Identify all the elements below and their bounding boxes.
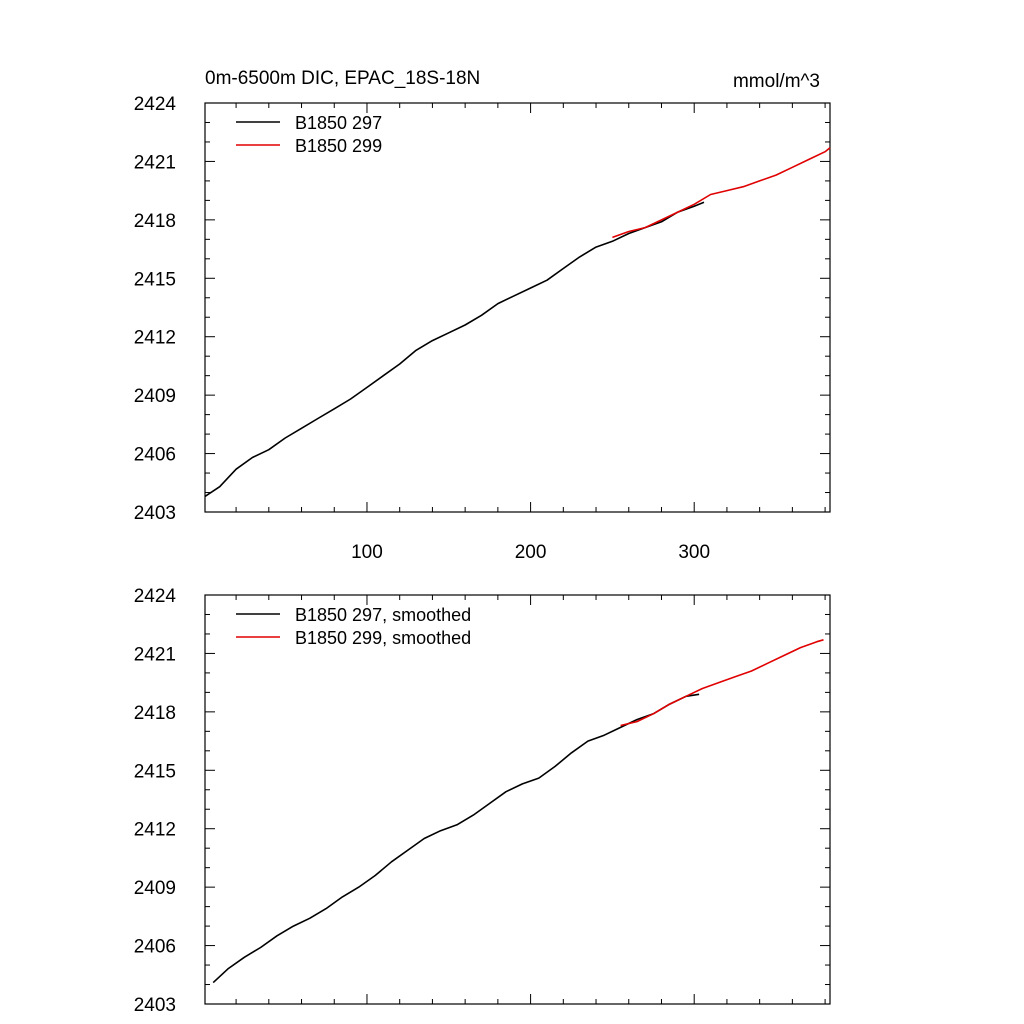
x-tick-label: 100 — [351, 542, 383, 563]
series-line-b1850-297-smoothed — [212, 693, 700, 984]
x-tick-label: 200 — [515, 542, 547, 563]
y-tick-label: 2409 — [134, 878, 176, 899]
y-tick-label: 2412 — [134, 328, 176, 349]
series-line-b1850-299-smoothed — [620, 639, 824, 727]
y-tick-label: 2418 — [134, 703, 176, 724]
y-tick-label: 2403 — [134, 503, 176, 524]
raw-timeseries-panel: 2403 2406 2409 2412 2415 2418 2421 2424 100 200 30… — [134, 94, 831, 563]
legend-label: B1850 297, smoothed — [295, 605, 471, 625]
plot-title: 0m-6500m DIC, EPAC_18S-18N — [205, 68, 480, 89]
series-line-b1850-297 — [204, 201, 705, 498]
x-tick-label: 300 — [678, 542, 710, 563]
y-tick-label: 2415 — [134, 269, 176, 290]
y-tick-label: 2424 — [134, 586, 177, 607]
legend-label: B1850 299, smoothed — [295, 628, 471, 648]
y-tick-label: 2412 — [134, 820, 176, 841]
plot-frame — [204, 594, 831, 1005]
y-tick-label: 2409 — [134, 386, 176, 407]
y-tick-label: 2406 — [134, 937, 176, 958]
y-tick-label: 2421 — [134, 644, 176, 665]
smoothed-timeseries-panel: 2403 2406 2409 2412 2415 2418 2421 2424 B1850 29… — [134, 586, 831, 1016]
y-tick-label: 2403 — [134, 995, 176, 1016]
series-line-b1850-299 — [612, 147, 831, 239]
y-tick-label: 2424 — [134, 94, 177, 115]
legend-label: B1850 299 — [295, 136, 382, 156]
units-label: mmol/m^3 — [733, 71, 820, 92]
legend-label: B1850 297 — [295, 113, 382, 133]
y-tick-label: 2421 — [134, 152, 176, 173]
plot-frame — [204, 102, 831, 513]
y-tick-label: 2406 — [134, 445, 176, 466]
y-tick-label: 2415 — [134, 761, 176, 782]
y-tick-label: 2418 — [134, 211, 176, 232]
